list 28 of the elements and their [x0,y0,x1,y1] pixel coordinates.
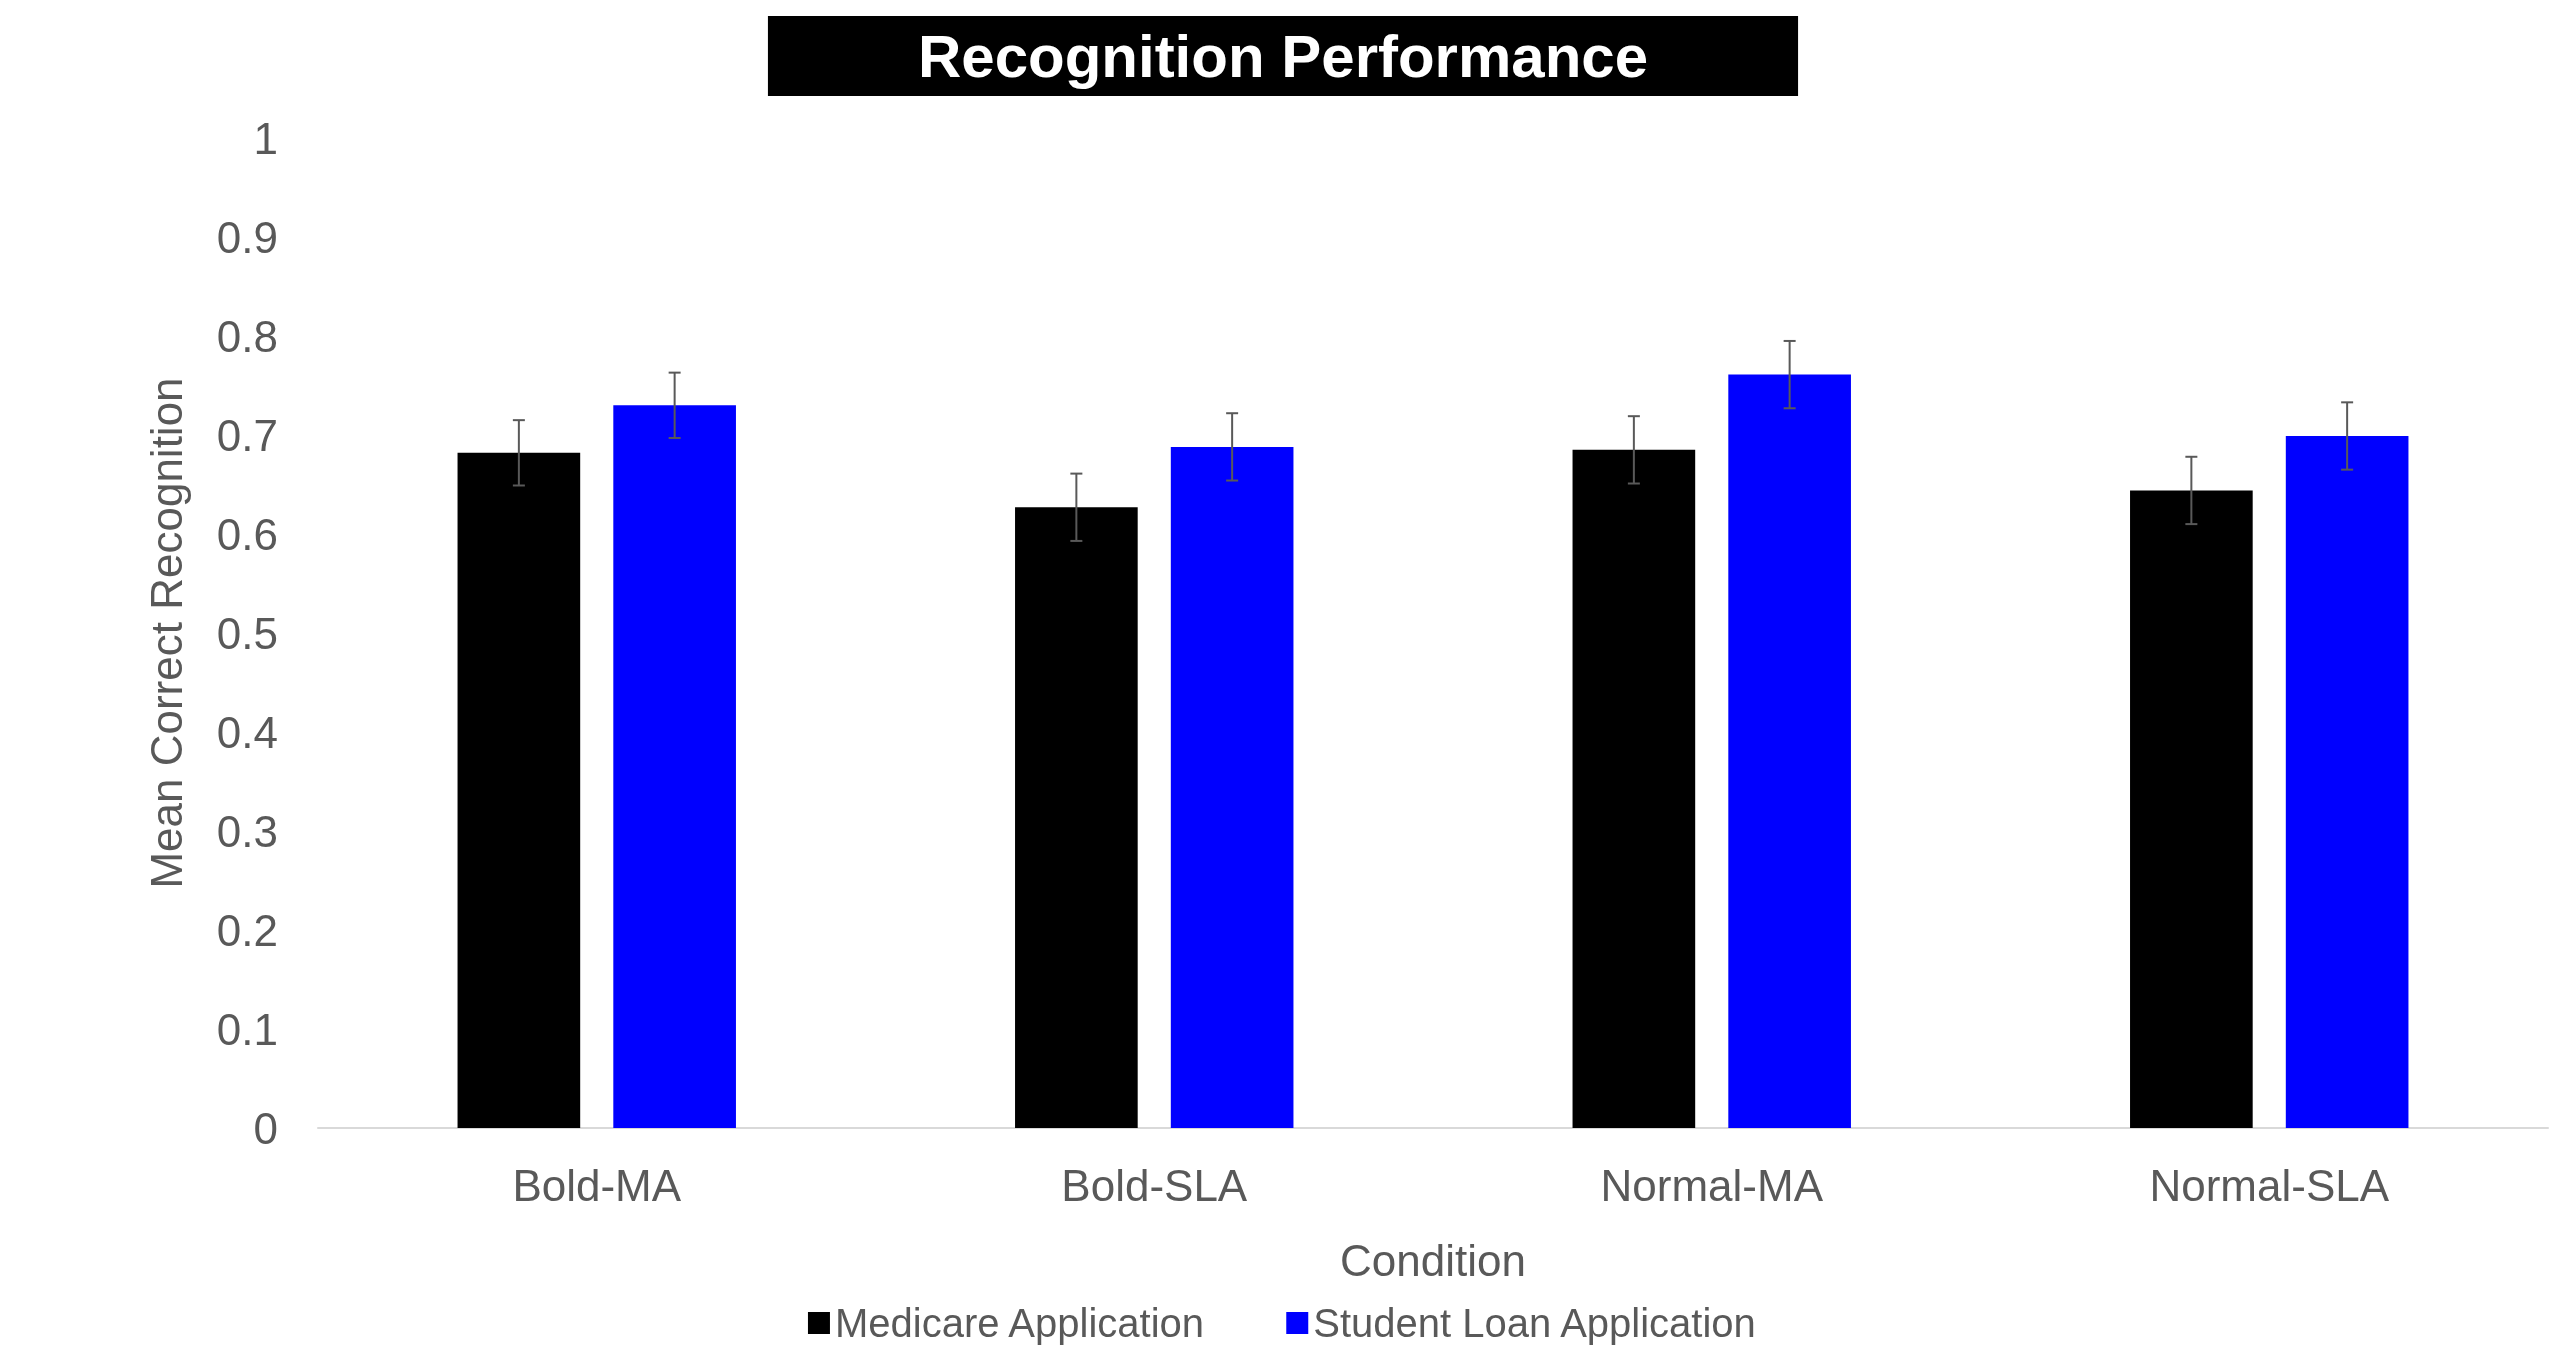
y-tick-label: 0.3 [216,806,278,856]
y-tick-label: 0.2 [216,905,278,955]
y-tick-label: 1 [253,113,278,163]
bar [1170,446,1294,1128]
y-tick-label: 0.5 [216,608,278,658]
x-tick-label: Normal-MA [1600,1160,1824,1210]
y-tick-label: 0.9 [216,212,278,262]
x-tick-label: Bold-SLA [1061,1160,1248,1210]
bar [457,452,581,1128]
y-tick-label: 0.6 [216,509,278,559]
y-tick-label: 0.8 [216,311,278,361]
y-tick-label: 0.1 [216,1004,278,1054]
bar [613,405,736,1128]
legend-label: Student Loan Application [1313,1301,1756,1345]
x-tick-label: Normal-SLA [2149,1160,2390,1210]
chart-title: Recognition Performance [917,22,1649,90]
x-tick-label: Bold-MA [512,1160,682,1210]
y-tick-label: 0 [253,1103,278,1153]
bar [1572,449,1696,1128]
bar [1015,507,1138,1128]
x-axis-title: Condition [1340,1235,1526,1285]
legend-label: Medicare Application [834,1301,1205,1345]
bar [2130,490,2253,1128]
y-tick-label: 0.7 [216,410,278,460]
bar [1728,374,1851,1128]
bar [2285,435,2409,1128]
y-axis-title: Mean Correct Recognition [141,377,191,889]
y-tick-label: 0.4 [216,707,278,757]
